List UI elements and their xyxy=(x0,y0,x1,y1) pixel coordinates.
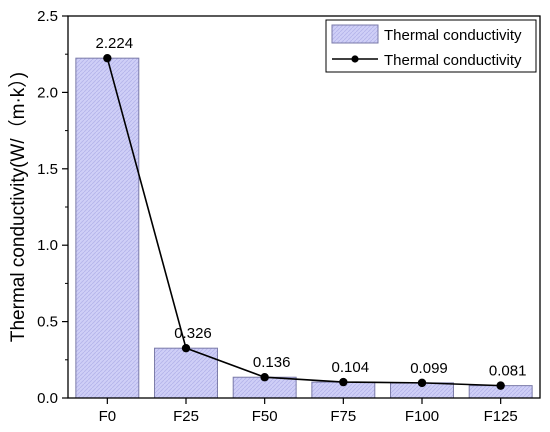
bar-F0 xyxy=(75,57,140,399)
y-tick-label: 2.0 xyxy=(37,84,58,101)
x-tick-label-F0: F0 xyxy=(99,408,117,425)
y-tick-label: 0.0 xyxy=(37,390,58,407)
data-label-F75: 0.104 xyxy=(332,359,370,376)
x-tick-label-F125: F125 xyxy=(484,408,518,425)
data-label-F0: 2.224 xyxy=(96,35,134,52)
bars-group xyxy=(75,57,533,399)
data-label-F50: 0.136 xyxy=(253,354,291,371)
y-tick-label: 1.5 xyxy=(37,161,58,178)
legend-line-marker xyxy=(351,55,359,63)
legend-bar-label: Thermal conductivity xyxy=(384,27,522,44)
y-axis-title: Thermal conductivity(W/（m·k）) xyxy=(7,72,29,342)
x-tick-label-F100: F100 xyxy=(405,408,439,425)
series-line xyxy=(106,57,501,387)
line-point-F0 xyxy=(103,53,112,63)
legend-bar-swatch xyxy=(331,24,379,44)
y-axis: 0.0 0.5 1.0 1.5 2.0 2.5 xyxy=(37,8,68,407)
legend-line-label: Thermal conductivity xyxy=(384,52,522,69)
data-label-F25: 0.326 xyxy=(174,325,212,342)
line-point-F50 xyxy=(260,373,269,382)
line-point-F25 xyxy=(181,343,191,353)
data-label-F100: 0.099 xyxy=(410,360,448,377)
line-point-F125 xyxy=(496,381,505,390)
y-tick-label: 2.5 xyxy=(37,8,58,25)
data-labels-group: 2.224 0.326 0.136 0.104 0.099 0.081 xyxy=(96,35,527,379)
x-tick-label-F25: F25 xyxy=(173,408,199,425)
x-tick-label-F75: F75 xyxy=(330,408,356,425)
x-axis: F0 F25 F50 F75 F100 F125 xyxy=(99,398,518,425)
y-tick-label: 1.0 xyxy=(37,237,58,254)
legend: Thermal conductivity Thermal conductivit… xyxy=(325,19,537,73)
line-series-group xyxy=(103,53,505,390)
line-point-F100 xyxy=(417,378,427,388)
line-point-F75 xyxy=(339,377,348,387)
x-tick-label-F50: F50 xyxy=(252,408,278,425)
data-label-F125: 0.081 xyxy=(489,363,527,380)
y-tick-label: 0.5 xyxy=(37,314,58,331)
